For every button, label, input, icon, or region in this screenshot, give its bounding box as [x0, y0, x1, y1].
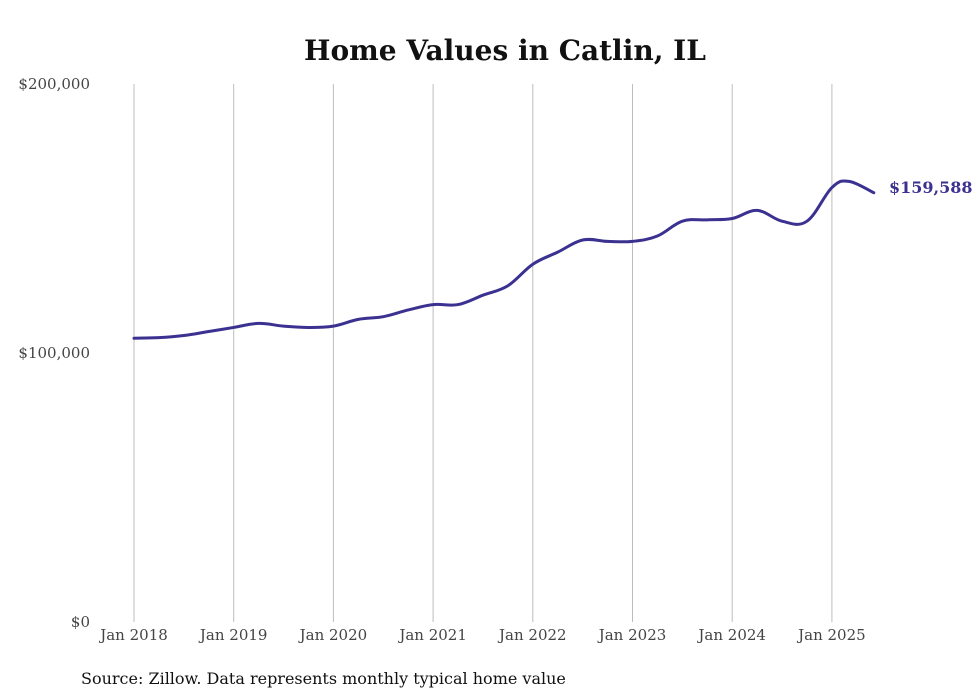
source-note: Source: Zillow. Data represents monthly …	[81, 669, 566, 688]
y-tick-label: $200,000	[18, 75, 90, 93]
x-tick-label: Jan 2019	[198, 626, 268, 644]
grid-lines	[133, 84, 833, 622]
x-tick-label: Jan 2021	[397, 626, 467, 644]
x-axis-ticks: Jan 2018 Jan 2019 Jan 2020 Jan 2021 Jan 2022…	[98, 626, 865, 644]
x-tick-label: Jan 2024	[696, 626, 766, 644]
end-value-label: $159,588	[889, 178, 973, 197]
y-tick-label: $0	[71, 613, 90, 631]
x-tick-label: Jan 2023	[597, 626, 667, 644]
chart-title: Home Values in Catlin, IL	[304, 34, 706, 67]
series-group	[132, 179, 876, 340]
y-axis-ticks: $0 $100,000 $200,000	[18, 75, 90, 631]
x-tick-label: Jan 2025	[796, 626, 866, 644]
series-line-0	[132, 179, 876, 340]
x-tick-label: Jan 2020	[298, 626, 368, 644]
x-tick-label: Jan 2018	[98, 626, 168, 644]
y-tick-label: $100,000	[18, 344, 90, 362]
x-tick-label: Jan 2022	[497, 626, 567, 644]
